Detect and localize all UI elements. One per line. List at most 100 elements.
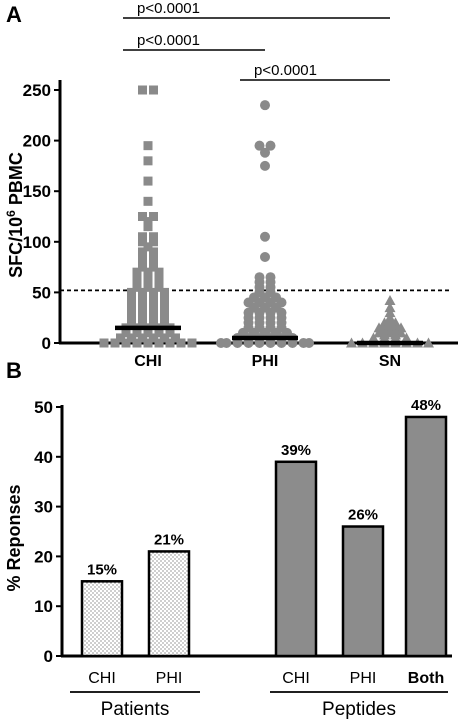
chi-point [138,252,147,262]
p-value-brackets: p<0.0001 p<0.0001 p<0.0001 [123,0,390,81]
bar-value-label: 26% [348,507,378,524]
chi-point [149,252,158,262]
chi-point [132,277,142,287]
chi-point [138,308,147,318]
chi-point [149,303,158,313]
panel-b-letter: B [6,358,22,383]
panel-b: B 15% 21% 39% 26% 48% 0 10 20 30 40 50 CHI PHI CHI P… [4,358,452,720]
chi-point [149,85,158,95]
panel-a-y-axis-title: SFC/106 PBMC [4,152,26,278]
chi-point [143,196,153,206]
chi-point [143,328,153,338]
chi-point [138,292,147,302]
p-value-label: p<0.0001 [137,0,200,17]
sn-point [384,307,396,318]
chi-point [160,333,169,343]
scatter-points [99,85,434,348]
panel-a-letter: A [6,2,22,27]
p-value-label: p<0.0001 [137,32,200,49]
chi-point [154,328,164,338]
chi-point [154,272,164,282]
bar-peptides-both [404,415,448,658]
phi-point [304,338,314,348]
bar-value-label: 21% [154,531,184,548]
ylabel-suffix: PBMC [6,152,26,210]
bar-peptides-phi [341,525,385,658]
chi-point [138,333,147,343]
sn-point [401,332,412,343]
chi-point [160,287,169,297]
chi-point [116,333,125,343]
chi-point [149,318,158,328]
y-tick-label: 250 [23,81,51,100]
bar-category-label: CHI [282,670,310,687]
bar-patients-phi [147,550,191,658]
chi-point [149,257,158,267]
b-y-tick-label: 10 [34,597,53,616]
b-y-tick-label: 40 [34,448,53,467]
chi-point [143,338,153,348]
phi-point [260,231,270,242]
bar-category-label: PHI [156,670,183,687]
chi-point [160,292,169,302]
y-tick-label: 200 [23,132,51,151]
chi-point [154,267,164,277]
bar-category-label: Both [408,670,444,687]
sn-point [384,302,396,313]
chi-point [149,232,158,242]
chi-point [149,237,158,247]
phi-point [265,140,276,151]
chi-point [171,333,180,343]
chi-point [143,156,153,166]
phi-point [254,140,265,151]
chi-point [127,287,136,297]
chi-point [149,292,158,302]
x-category-label: CHI [134,353,162,370]
chi-point [127,298,136,308]
chi-point [149,308,158,318]
phi-point [276,338,287,348]
chi-point [187,338,197,348]
b-y-ticks: 0 10 20 30 40 50 [34,398,62,666]
chi-point [143,141,153,151]
phi-point [260,100,270,111]
median-lines [115,325,423,346]
chi-point [143,176,153,186]
bar-value-label: 15% [87,561,117,578]
x-category-label: SN [379,353,401,370]
chi-point [127,303,136,313]
phi-point [243,338,254,348]
chi-point [138,318,147,328]
b-y-tick-label: 30 [34,498,53,517]
chi-point [132,328,142,338]
chi-point [154,277,164,287]
chi-point [143,217,153,227]
ylabel-main: SFC/10 [6,217,26,278]
chi-point [160,303,169,313]
chi-point [149,333,158,343]
sn-point [346,337,357,348]
chi-point [154,338,164,348]
chi-point [149,212,158,221]
chi-point [176,338,186,348]
chi-point [160,313,169,323]
chi-point [143,282,153,292]
chi-point [143,267,153,277]
chi-point [138,257,147,267]
chi-point [165,338,175,348]
sn-point [384,322,396,333]
sn-point [379,319,390,330]
chi-point [138,313,147,323]
bar-category-label: CHI [88,670,116,687]
chi-point [132,338,142,348]
chi-point [160,318,169,328]
chi-point [160,298,169,308]
group-label: Patients [101,699,170,720]
chi-point [138,212,147,221]
chi-point [127,292,136,302]
x-category-label: PHI [252,353,279,370]
phi-point [287,338,298,348]
chi-point [143,242,153,252]
chi-point [143,272,153,282]
